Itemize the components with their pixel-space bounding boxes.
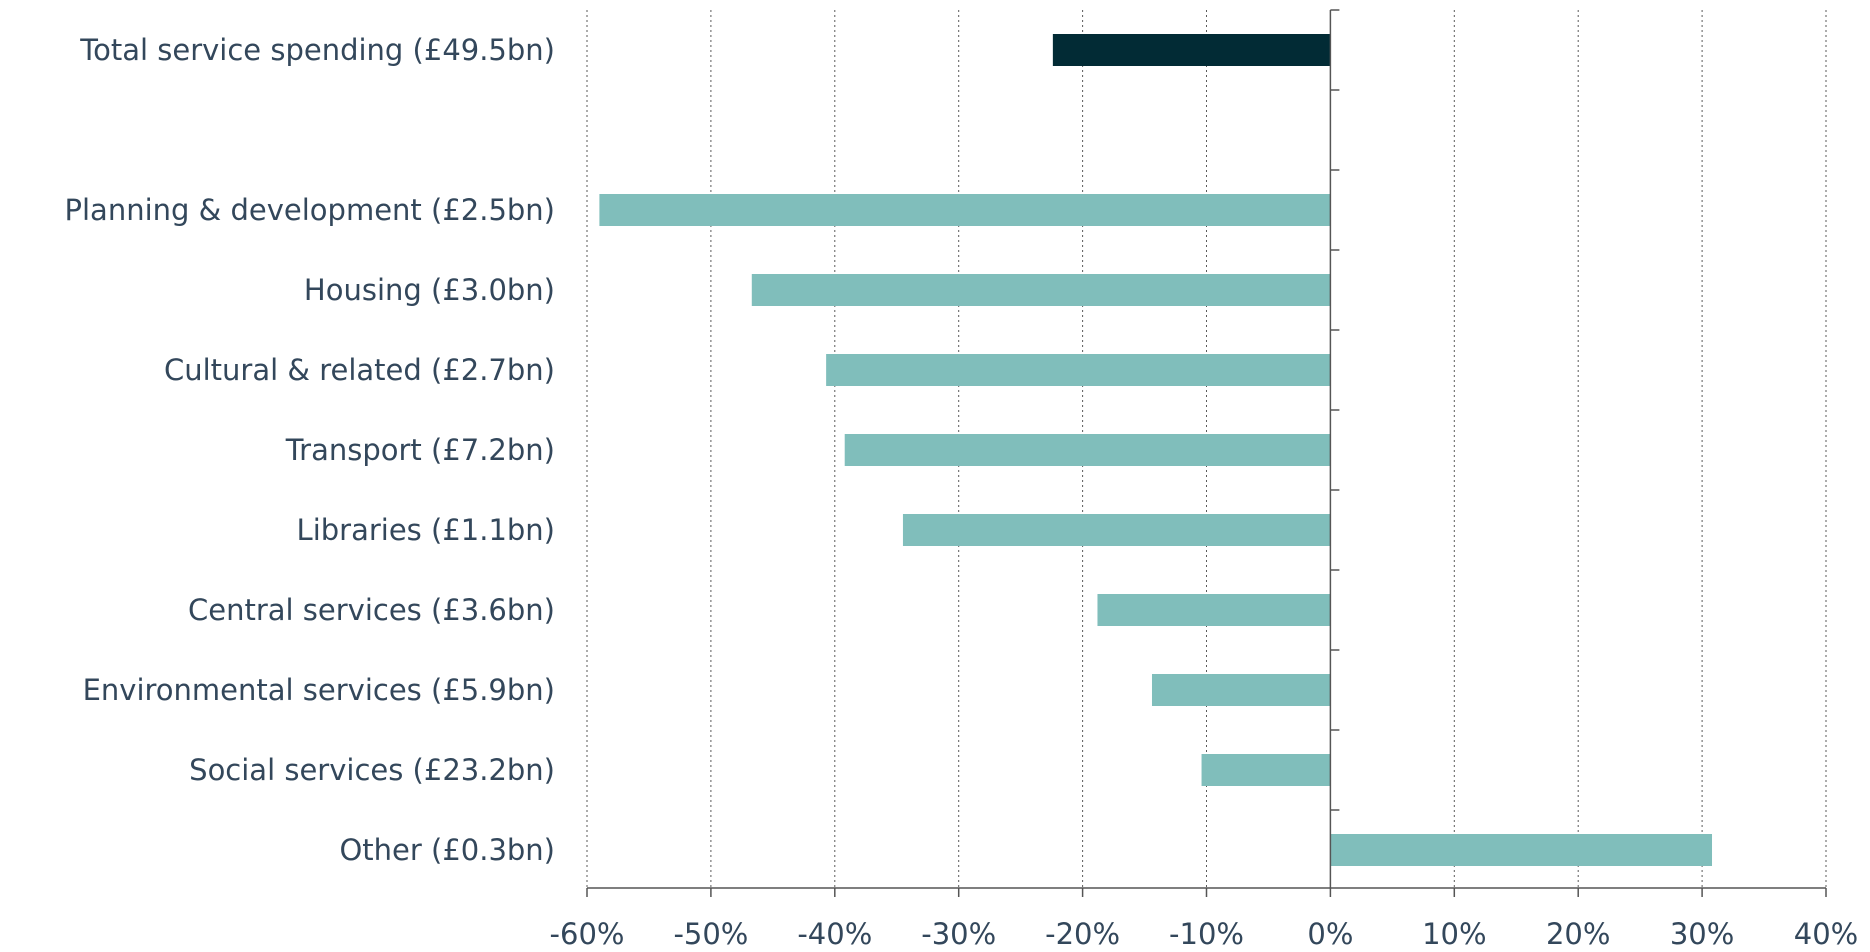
x-tick-label: 30% [1670,917,1734,951]
bar-total [1052,34,1331,66]
category-labels: Total service spending (£49.5bn) Planning… [65,33,555,867]
bar-category [1151,674,1331,706]
category-label: Libraries (£1.1bn) [297,513,555,547]
bar-category [751,274,1331,306]
axes [586,9,1827,897]
x-tick-label: 10% [1422,917,1486,951]
x-tick-label: -50% [673,917,748,951]
x-tick-label: -30% [921,917,996,951]
category-label: Housing (£3.0bn) [304,273,555,307]
bar-category [826,354,1331,386]
bar-category [844,434,1331,466]
category-label: Social services (£23.2bn) [189,753,555,787]
bar-category [1330,834,1713,866]
grid-lines [586,10,1827,888]
bar-category [599,194,1331,226]
x-tick-label: 0% [1307,917,1353,951]
bar-category [1201,754,1331,786]
category-label: Central services (£3.6bn) [188,593,555,627]
x-tick-label: -40% [797,917,872,951]
bar-category [902,514,1331,546]
bars [599,34,1713,866]
x-tick-label: 20% [1546,917,1610,951]
x-tick-label: 40% [1794,917,1858,951]
category-label: Transport (£7.2bn) [285,433,555,467]
category-label: Other (£0.3bn) [339,833,555,867]
x-tick-label: -60% [550,917,625,951]
x-tick-label: -10% [1169,917,1244,951]
category-label: Total service spending (£49.5bn) [79,33,555,67]
x-tick-label: -20% [1045,917,1120,951]
category-label: Cultural & related (£2.7bn) [164,353,555,387]
x-tick-labels: -60% -50% -40% -30% -20% -10% 0% 10% 20% 30% 40% [550,917,1859,951]
category-label: Environmental services (£5.9bn) [83,673,555,707]
bar-category [1097,594,1331,626]
category-label: Planning & development (£2.5bn) [65,193,555,227]
